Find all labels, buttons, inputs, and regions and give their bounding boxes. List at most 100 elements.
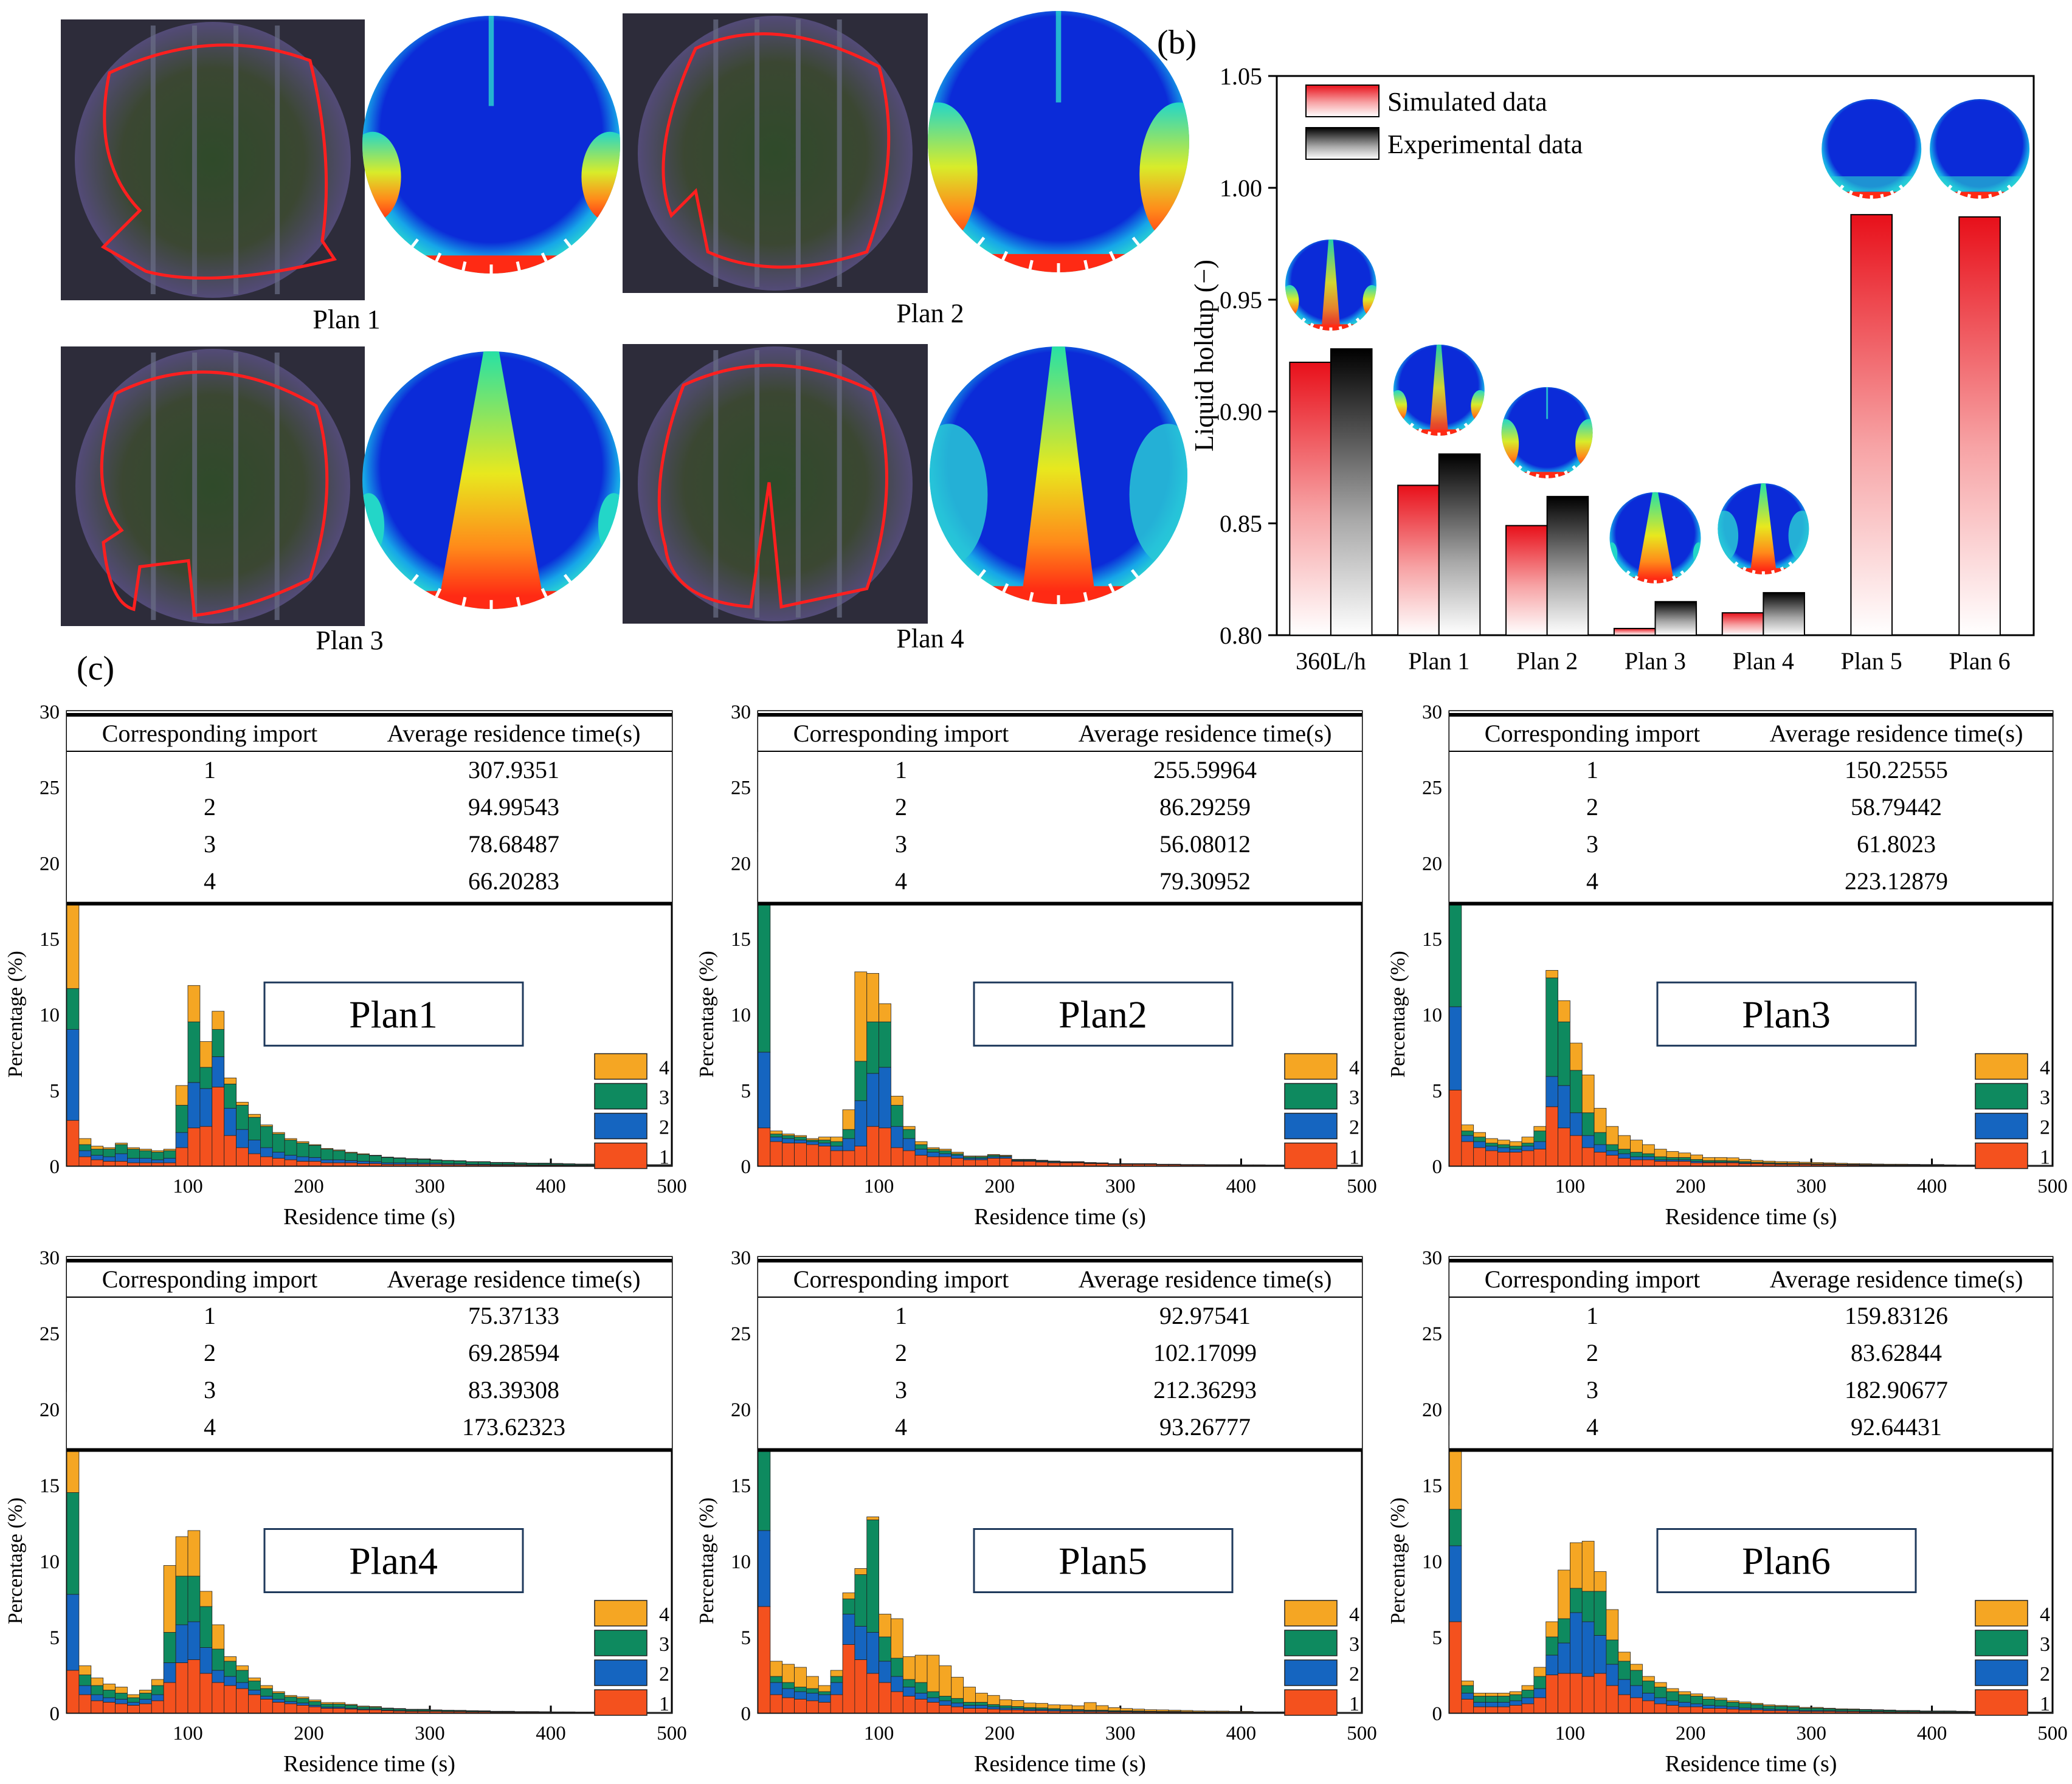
- rtd-bar-segment: [296, 1143, 309, 1157]
- rtd-bar-segment: [1750, 1703, 1764, 1705]
- rtd-x-axis-label: Residence time (s): [1665, 1204, 1837, 1230]
- cfd-center-plume: [1022, 346, 1095, 591]
- rtd-bar-segment: [127, 1158, 140, 1163]
- cfd-inlet-marker: [1890, 190, 1894, 195]
- rtd-bar-segment: [866, 1073, 879, 1127]
- rtd-bar-segment: [1763, 1163, 1776, 1166]
- rtd-bar-segment: [212, 1056, 225, 1087]
- cfd-side-zone: [1609, 542, 1618, 565]
- holdup-y-tick-label: 0.85: [1220, 510, 1262, 537]
- rtd-bar-segment: [842, 1109, 855, 1130]
- rtd-bar-segment: [1581, 1112, 1595, 1136]
- cfd-inlet-marker: [1572, 465, 1576, 470]
- rtd-x-tick-label: 400: [536, 1176, 566, 1197]
- rtd-table-header: Corresponding import: [102, 720, 317, 747]
- rtd-plan-label: Plan1: [349, 993, 438, 1036]
- rtd-bar-segment: [1023, 1710, 1037, 1713]
- rtd-y-tick-label: 5: [741, 1627, 751, 1649]
- rtd-bar-segment: [999, 1158, 1012, 1166]
- rtd-table-cell: 69.28594: [468, 1339, 559, 1366]
- rtd-bar-segment: [951, 1158, 964, 1166]
- cfd-side-zone: [1788, 511, 1809, 561]
- cfd-inlet-marker: [1347, 323, 1352, 327]
- plan-caption: Plan 2: [896, 298, 964, 328]
- rtd-bar-segment: [1533, 1141, 1547, 1149]
- rtd-bar-segment: [1035, 1160, 1049, 1161]
- rtd-legend-swatch: [594, 1142, 648, 1169]
- rtd-bar-segment: [1642, 1681, 1655, 1693]
- rtd-bar-segment: [320, 1159, 334, 1163]
- rtd-bar-segment: [175, 1662, 188, 1713]
- rtd-bar-segment: [296, 1141, 309, 1144]
- rtd-bar-segment: [1763, 1710, 1776, 1713]
- rtd-legend-label: 4: [1349, 1603, 1359, 1626]
- rtd-bar-segment: [1738, 1703, 1752, 1709]
- rtd-bar-segment: [187, 1621, 201, 1660]
- rtd-bar-segment: [1642, 1676, 1655, 1681]
- rtd-bar-segment: [320, 1149, 334, 1160]
- rtd-bar-segment: [1787, 1706, 1800, 1707]
- rtd-legend-label: 1: [1349, 1693, 1359, 1715]
- rtd-legend-swatch: [1975, 1112, 2028, 1140]
- cfd-side-zone: [1393, 390, 1407, 422]
- rtd-bar-segment: [1654, 1687, 1667, 1698]
- rtd-bar-segment: [417, 1159, 430, 1160]
- rtd-bar-segment: [770, 1134, 783, 1138]
- column-cross-section: [75, 349, 350, 624]
- rtd-bar-segment: [1606, 1609, 1619, 1641]
- rtd-bar-segment: [879, 1128, 891, 1166]
- rtd-bar-segment: [2040, 1712, 2053, 1713]
- rtd-bar-segment: [1545, 1621, 1558, 1638]
- packing-rod: [755, 19, 760, 287]
- rtd-bar-segment: [1798, 1162, 1812, 1164]
- rtd-bar-segment: [1666, 1161, 1679, 1166]
- rtd-bar-segment: [1618, 1153, 1631, 1159]
- rtd-bar-segment: [333, 1702, 346, 1704]
- rtd-bar-segment: [212, 1011, 225, 1030]
- rtd-bar-segment: [1666, 1705, 1679, 1713]
- rtd-bar-segment: [1775, 1161, 1787, 1163]
- rtd-bar-segment: [1666, 1691, 1679, 1701]
- rtd-bar-segment: [333, 1149, 346, 1151]
- rtd-bar-segment: [1618, 1651, 1631, 1662]
- rtd-bar-segment: [284, 1695, 297, 1698]
- rtd-bar-segment: [91, 1146, 104, 1149]
- rtd-bar-segment: [502, 1162, 515, 1163]
- rtd-bar-segment: [854, 1574, 868, 1627]
- rtd-bar-segment: [163, 1682, 176, 1713]
- rtd-bar-segment: [1715, 1700, 1727, 1707]
- rtd-table-cell: 79.30952: [1159, 867, 1251, 895]
- rtd-bar-segment: [1521, 1150, 1535, 1166]
- rtd-bar-segment: [818, 1143, 831, 1146]
- rtd-bar-segment: [139, 1162, 152, 1166]
- rtd-bar-segment: [78, 1150, 92, 1157]
- rtd-x-tick-label: 500: [2037, 1176, 2068, 1197]
- rtd-bar-segment: [1594, 1673, 1607, 1713]
- rtd-bar-segment: [1011, 1700, 1024, 1707]
- rtd-bar-segment: [381, 1710, 394, 1713]
- column-cross-section: [638, 346, 913, 621]
- rtd-legend-swatch: [1975, 1689, 2028, 1716]
- rtd-bar-segment: [1581, 1135, 1595, 1148]
- rtd-bar-segment: [891, 1104, 903, 1127]
- rtd-bar-segment: [1349, 1165, 1362, 1166]
- cfd-inlet-marker: [1518, 465, 1522, 470]
- rtd-bar-segment: [1144, 1709, 1157, 1712]
- rtd-legend-swatch: [1975, 1600, 2028, 1627]
- rtd-table-header: Corresponding import: [1485, 720, 1700, 747]
- rtd-table-cell: 223.12879: [1845, 867, 1948, 895]
- rtd-bar-segment: [236, 1147, 249, 1166]
- rtd-bar-segment: [1642, 1159, 1655, 1166]
- rtd-x-tick-label: 100: [864, 1176, 894, 1197]
- packing-rod: [795, 19, 801, 287]
- rtd-bar-segment: [66, 1594, 80, 1671]
- rtd-bar-segment: [284, 1159, 297, 1166]
- rtd-bar-segment: [1023, 1703, 1037, 1708]
- rtd-bar-segment: [151, 1700, 164, 1713]
- holdup-bar-experimental: [1330, 348, 1373, 636]
- rtd-bar-segment: [939, 1150, 952, 1154]
- rtd-bar-segment: [320, 1148, 334, 1149]
- rtd-bar-segment: [1533, 1149, 1547, 1166]
- rtd-bar-segment: [866, 1632, 879, 1674]
- rtd-bar-segment: [782, 1134, 795, 1136]
